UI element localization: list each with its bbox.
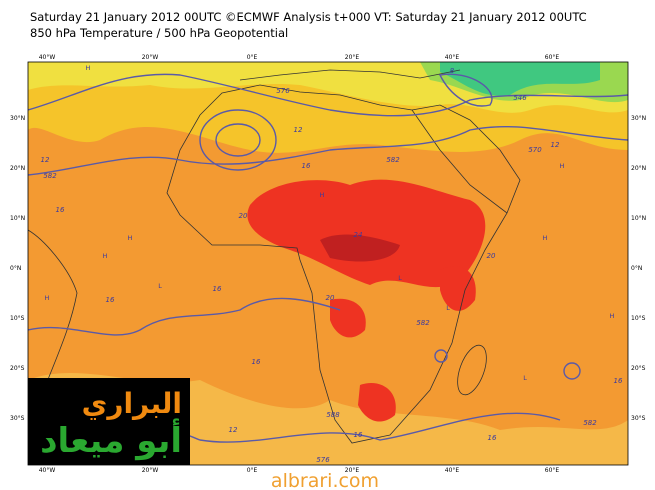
longitude-label: 0°E (247, 54, 258, 61)
contour-label: 582 (583, 419, 597, 427)
contour-label: 20 (487, 252, 496, 260)
contour-label: 16 (252, 358, 261, 366)
pressure-marker: H (45, 294, 50, 302)
latitude-label: 30°N (10, 115, 25, 122)
coastline (239, 69, 461, 81)
latitude-label: 30°S (631, 415, 646, 422)
contour-label: 8 (450, 67, 455, 75)
longitude-label: 60°E (545, 54, 560, 61)
contour (215, 123, 261, 157)
pressure-marker: H (103, 252, 108, 260)
contour-label: 16 (354, 431, 363, 439)
contour-label: 20 (239, 212, 248, 220)
latitude-label: 10°N (631, 215, 646, 222)
contour (28, 297, 341, 336)
longitude-label: 40°W (39, 54, 56, 61)
latitude-label: 0°N (631, 265, 642, 272)
coastline (166, 84, 508, 444)
latitude-label: 10°N (10, 215, 25, 222)
contour-label: 588 (326, 411, 340, 419)
latitude-label: 30°S (10, 415, 25, 422)
latitude-label: 0°N (10, 265, 21, 272)
contour-label: 16 (614, 377, 623, 385)
pressure-marker: L (158, 282, 162, 290)
longitude-label: 20°E (345, 54, 360, 61)
contour-label: 16 (488, 434, 497, 442)
contour-label: 16 (302, 162, 311, 170)
coastline (28, 229, 78, 401)
contour-label: 582 (386, 156, 400, 164)
map (27, 61, 629, 466)
longitude-label: 40°E (445, 54, 460, 61)
coastline (411, 104, 521, 214)
website: albrari.com (271, 470, 379, 490)
contour (28, 125, 628, 176)
map-frame (27, 61, 629, 466)
longitude-label: 60°E (545, 467, 560, 474)
contour (434, 349, 448, 363)
contour-label: 16 (213, 285, 222, 293)
contour-label: 12 (294, 126, 303, 134)
subtitle: 850 hPa Temperature / 500 hPa Geopotenti… (30, 26, 288, 40)
hot-zone (330, 298, 366, 338)
contour (438, 73, 493, 107)
logo-line1: البراري (82, 387, 182, 420)
pressure-marker: H (543, 234, 548, 242)
longitude-label: 40°E (445, 467, 460, 474)
longitude-label: 20°W (142, 467, 159, 474)
pressure-marker: H (610, 312, 615, 320)
logo-line2: أبو ميعاد (40, 418, 182, 461)
latitude-label: 20°N (631, 165, 646, 172)
contour (563, 362, 581, 380)
latitude-label: 20°S (631, 365, 646, 372)
contour-label: 16 (106, 296, 115, 304)
hot-zone (358, 383, 396, 422)
hottest-zone (320, 234, 400, 262)
pressure-marker: H (320, 191, 325, 199)
contour-label: 582 (416, 319, 430, 327)
longitude-label: 20°E (345, 467, 360, 474)
contour-label: 12 (41, 156, 50, 164)
longitude-label: 40°W (39, 467, 56, 474)
contour-label: 12 (551, 141, 560, 149)
contour-label: 576 (276, 87, 290, 95)
hot-zone (440, 266, 476, 311)
logo-box (28, 378, 190, 465)
longitude-label: 20°W (142, 54, 159, 61)
pressure-marker: H (128, 234, 133, 242)
latitude-label: 30°N (631, 115, 646, 122)
contour-label: 546 (513, 94, 527, 102)
longitude-label: 0°E (247, 467, 258, 474)
latitude-label: 10°S (10, 315, 25, 322)
contour-label: 16 (56, 206, 65, 214)
hot-zone (247, 179, 486, 288)
pressure-marker: H (560, 162, 565, 170)
contour-label: 12 (229, 426, 238, 434)
latitude-label: 20°S (10, 365, 25, 372)
pressure-marker: L (398, 274, 402, 282)
contour-label: 20 (326, 294, 335, 302)
contour (28, 73, 628, 117)
contour-label: 24 (354, 231, 363, 239)
contour-label: 570 (528, 146, 542, 154)
logo: البراري أبو ميعاد (28, 378, 190, 465)
contour-label: 582 (43, 172, 57, 180)
pressure-marker: H (86, 64, 91, 72)
contour (199, 109, 277, 171)
madagascar (457, 344, 487, 396)
contour-label: 576 (316, 456, 330, 464)
pressure-marker: L (523, 374, 527, 382)
title: Saturday 21 January 2012 00UTC ©ECMWF An… (30, 10, 587, 24)
pressure-marker: L (446, 304, 450, 312)
latitude-label: 10°S (631, 315, 646, 322)
latitude-label: 20°N (10, 165, 25, 172)
coldest-zone (440, 62, 600, 96)
